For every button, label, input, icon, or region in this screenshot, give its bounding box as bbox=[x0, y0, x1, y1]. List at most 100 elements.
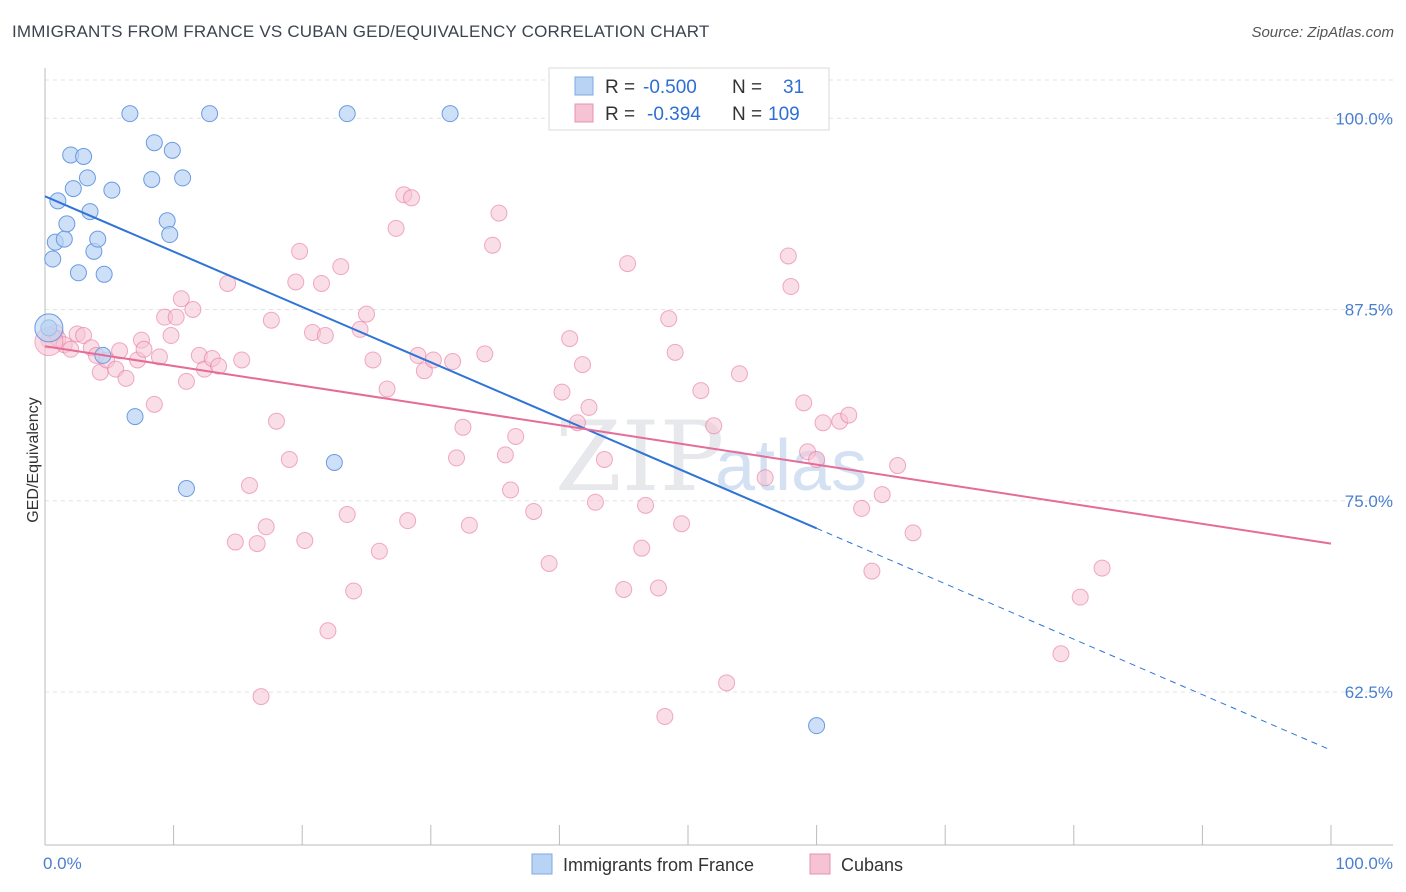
y-tick-label: 100.0% bbox=[1335, 109, 1393, 128]
cubans-point bbox=[553, 383, 571, 401]
legend-r-value-cubans: -0.394 bbox=[647, 104, 701, 125]
cubans-point bbox=[240, 476, 258, 494]
france-point bbox=[58, 215, 76, 233]
cubans-point bbox=[863, 562, 881, 580]
france-point bbox=[177, 480, 195, 498]
legend-swatch-cubans bbox=[574, 103, 594, 123]
tick-labels: 62.5% 75.0% 87.5% 100.0% 0.0% 100.0% bbox=[43, 109, 1393, 873]
france-trend-line bbox=[44, 195, 817, 530]
cubans-point bbox=[561, 330, 579, 348]
cubans-point bbox=[889, 457, 907, 475]
france-point bbox=[89, 230, 107, 248]
france-point bbox=[143, 170, 161, 188]
cubans-point bbox=[172, 290, 190, 308]
legend-r-label-cubans: R = bbox=[605, 104, 635, 125]
france-point bbox=[325, 454, 343, 471]
bottom-legend: Immigrants from France Cubans bbox=[531, 853, 903, 875]
france-point bbox=[441, 105, 459, 123]
france-point bbox=[163, 141, 181, 159]
cubans-point bbox=[448, 449, 466, 467]
legend-n-label-france: N = bbox=[732, 77, 762, 98]
cubans-point bbox=[111, 342, 129, 360]
cubans-point bbox=[167, 308, 185, 326]
cubans-point bbox=[291, 242, 309, 260]
cubans-point bbox=[873, 486, 891, 504]
cubans-point bbox=[296, 532, 314, 550]
cubans-point bbox=[226, 533, 244, 551]
cubans-point bbox=[649, 579, 667, 597]
france-point bbox=[121, 105, 139, 123]
cubans-point bbox=[476, 345, 494, 363]
cubans-point bbox=[287, 273, 305, 291]
cubans-point bbox=[345, 582, 363, 600]
france-point bbox=[95, 265, 113, 283]
legend-box: R = -0.500 N = 31 R = -0.394 N = 109 bbox=[548, 67, 830, 131]
france-point bbox=[126, 408, 144, 426]
cubans-point bbox=[730, 365, 748, 383]
france-point bbox=[201, 105, 219, 123]
cubans-point bbox=[135, 340, 153, 358]
cubans-point bbox=[1093, 559, 1111, 577]
bottom-legend-swatch-france bbox=[531, 853, 553, 875]
cubans-point bbox=[615, 580, 633, 598]
cubans-point bbox=[1071, 588, 1089, 606]
cubans-point bbox=[814, 414, 832, 432]
france-point bbox=[69, 264, 87, 282]
cubans-point bbox=[444, 353, 462, 371]
cubans-point bbox=[637, 496, 655, 514]
france-point bbox=[55, 230, 73, 248]
cubans-point bbox=[460, 516, 478, 534]
cubans-point bbox=[507, 427, 525, 445]
cubans-point bbox=[580, 398, 598, 416]
france-point bbox=[161, 226, 179, 244]
cubans-point bbox=[257, 518, 275, 536]
france-trend-extension bbox=[816, 527, 1332, 751]
watermark-atlas: atlas bbox=[715, 426, 867, 506]
chart-title: IMMIGRANTS FROM FRANCE VS CUBAN GED/EQUI… bbox=[12, 22, 710, 41]
cubans-point bbox=[267, 412, 285, 430]
cubans-point bbox=[756, 469, 774, 487]
cubans-point bbox=[358, 305, 375, 323]
cubans-point bbox=[795, 394, 813, 412]
cubans-point bbox=[705, 417, 723, 435]
legend-r-label-france: R = bbox=[605, 77, 635, 98]
cubans-point bbox=[338, 506, 356, 524]
cubans-point bbox=[150, 348, 168, 366]
france-point bbox=[44, 250, 62, 268]
cubans-point bbox=[210, 357, 228, 375]
cubans-point bbox=[399, 512, 417, 530]
cubans-point bbox=[262, 311, 280, 329]
france-point bbox=[808, 717, 826, 735]
cubans-point bbox=[595, 450, 613, 468]
cubans-point bbox=[633, 539, 651, 557]
cubans-point bbox=[656, 707, 674, 725]
cubans-point bbox=[666, 343, 684, 361]
cubans-point bbox=[145, 395, 163, 413]
cubans-point bbox=[1052, 645, 1070, 663]
cubans-point bbox=[779, 247, 797, 265]
bottom-legend-cubans: Cubans bbox=[841, 855, 903, 875]
cubans-point bbox=[370, 542, 388, 560]
france-point-cluster bbox=[34, 313, 64, 343]
cubans-points bbox=[34, 186, 1111, 725]
cubans-point bbox=[378, 380, 396, 398]
cubans-point bbox=[853, 499, 871, 517]
cubans-point bbox=[692, 382, 710, 400]
cubans-point bbox=[782, 278, 800, 296]
cubans-point bbox=[484, 236, 502, 254]
france-point bbox=[338, 105, 356, 123]
cubans-point bbox=[490, 204, 508, 222]
cubans-point bbox=[177, 372, 195, 390]
legend-n-value-cubans: 109 bbox=[768, 104, 800, 125]
cubans-point bbox=[319, 622, 337, 640]
cubans-point bbox=[502, 481, 520, 499]
y-tick-label: 62.5% bbox=[1345, 683, 1393, 702]
cubans-trend-line bbox=[44, 345, 1332, 545]
cubans-point bbox=[387, 219, 405, 237]
france-point bbox=[145, 134, 163, 152]
bottom-legend-france: Immigrants from France bbox=[563, 855, 754, 875]
cubans-point bbox=[619, 255, 637, 273]
x-tick-label-min: 0.0% bbox=[43, 854, 82, 873]
cubans-point bbox=[540, 554, 558, 572]
